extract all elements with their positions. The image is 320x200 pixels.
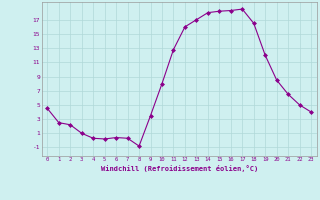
X-axis label: Windchill (Refroidissement éolien,°C): Windchill (Refroidissement éolien,°C) [100,165,258,172]
